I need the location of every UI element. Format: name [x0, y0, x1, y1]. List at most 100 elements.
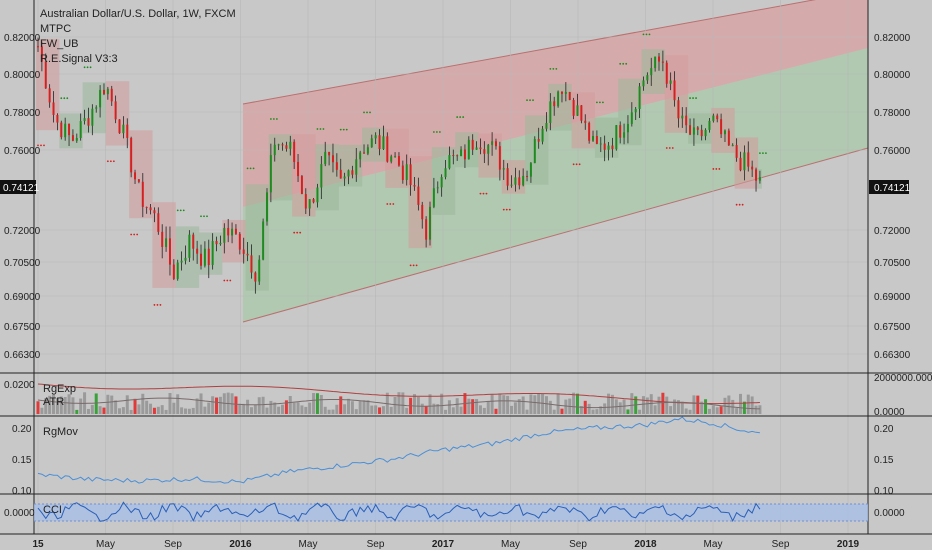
candle-body — [141, 181, 144, 207]
signal-dot — [37, 144, 39, 147]
signal-dot — [109, 160, 112, 163]
volume-bar — [739, 393, 743, 414]
signal-dot — [552, 67, 555, 70]
volume-bar — [63, 397, 67, 414]
volume-bar — [649, 394, 653, 414]
signal-dot — [459, 116, 462, 118]
y-tick-right: 0.69000 — [874, 292, 911, 303]
volume-bar — [436, 404, 440, 414]
volume-bar — [661, 392, 665, 414]
candle-body — [467, 139, 470, 160]
volume-bar — [145, 400, 149, 414]
volume-bar — [59, 396, 63, 414]
volume-bar — [707, 408, 711, 414]
signal-dot — [156, 304, 159, 306]
candle-body — [83, 118, 86, 121]
candle-body — [44, 61, 47, 89]
volume-bar — [152, 407, 156, 414]
x-tick-label: Sep — [164, 539, 182, 550]
volume-bar — [273, 402, 277, 414]
candle-body — [289, 141, 292, 149]
volume-bar — [424, 405, 428, 414]
signal-box — [338, 144, 363, 187]
volume-bar — [110, 395, 114, 414]
volume-bar — [692, 395, 696, 414]
signal-dot — [689, 97, 691, 99]
signal-dot — [86, 66, 89, 69]
signal-dot — [40, 144, 42, 147]
volume-bar — [308, 402, 312, 414]
volume-bar — [292, 402, 296, 414]
candle-body — [48, 88, 51, 103]
volume-bar — [638, 409, 642, 414]
x-tick-label: May — [96, 539, 115, 550]
signal-dot — [622, 62, 625, 65]
candle-body — [110, 88, 113, 102]
signal-dot — [738, 203, 741, 206]
signal-dot — [619, 62, 622, 65]
candle-body — [134, 172, 137, 180]
signal-dot — [438, 131, 441, 133]
signal-box — [82, 82, 106, 134]
signal-dot — [299, 231, 302, 234]
x-axis: 15 May Sep 2016 May Sep 2017 May Sep 2018 May Sep 20… — [32, 539, 859, 550]
signal-dot — [485, 192, 488, 195]
candle-body — [161, 231, 164, 247]
candle-body — [351, 170, 354, 175]
signal-dot — [599, 101, 601, 104]
volume-bar — [502, 395, 506, 414]
signal-dot — [316, 128, 319, 130]
volume-bar — [750, 396, 754, 414]
signal-dot — [369, 111, 371, 114]
volume-bar — [288, 395, 292, 414]
candle-body — [87, 118, 90, 126]
signal-dot — [322, 128, 325, 130]
volume-bar — [319, 395, 323, 414]
signal-dot — [695, 97, 697, 99]
indicator-label-3: R.E.Signal V3:3 — [40, 53, 118, 65]
x-tick-label: Sep — [772, 539, 790, 550]
signal-dot — [386, 203, 389, 205]
volume-bar — [133, 398, 137, 414]
candle-body — [285, 145, 288, 149]
volume-bar — [362, 400, 366, 414]
candle-body — [506, 168, 509, 186]
rgmov-label: RgMov — [43, 426, 78, 438]
candle-body — [281, 144, 284, 146]
candle-body — [599, 143, 602, 145]
signal-dot — [182, 209, 185, 212]
candle-body — [273, 144, 276, 156]
volume-bar — [207, 402, 211, 414]
volume-bar — [389, 406, 393, 414]
signal-box — [641, 49, 665, 94]
signal-dot — [508, 208, 511, 211]
volume-bar — [211, 396, 215, 414]
candle-body — [460, 149, 463, 157]
volume-bar — [67, 394, 71, 414]
candle-body — [487, 144, 490, 154]
candle-body — [242, 249, 245, 254]
volume-bar — [55, 398, 59, 414]
volume-bar — [696, 395, 700, 414]
candle-body — [196, 248, 199, 254]
candle-body — [436, 187, 439, 189]
candle-body — [537, 138, 540, 142]
signal-box — [664, 55, 689, 133]
signal-box — [268, 134, 293, 201]
candle-body — [40, 46, 43, 62]
y-tick-left: 0.80000 — [4, 70, 41, 81]
volume-bar — [622, 399, 626, 414]
signal-box — [734, 137, 759, 189]
candle-body — [440, 177, 443, 188]
volume-bar — [52, 394, 56, 414]
volume-bar — [405, 407, 409, 414]
candle-body — [425, 219, 428, 240]
volume-bar — [533, 395, 537, 414]
candle-body — [723, 130, 726, 135]
signal-dot — [203, 215, 205, 218]
volume-bar — [370, 405, 374, 414]
volume-bar — [160, 405, 164, 414]
volume-bar — [79, 398, 83, 414]
volume-right-tick-bottom: 0.0000 — [874, 407, 905, 418]
signal-dot — [130, 233, 133, 236]
